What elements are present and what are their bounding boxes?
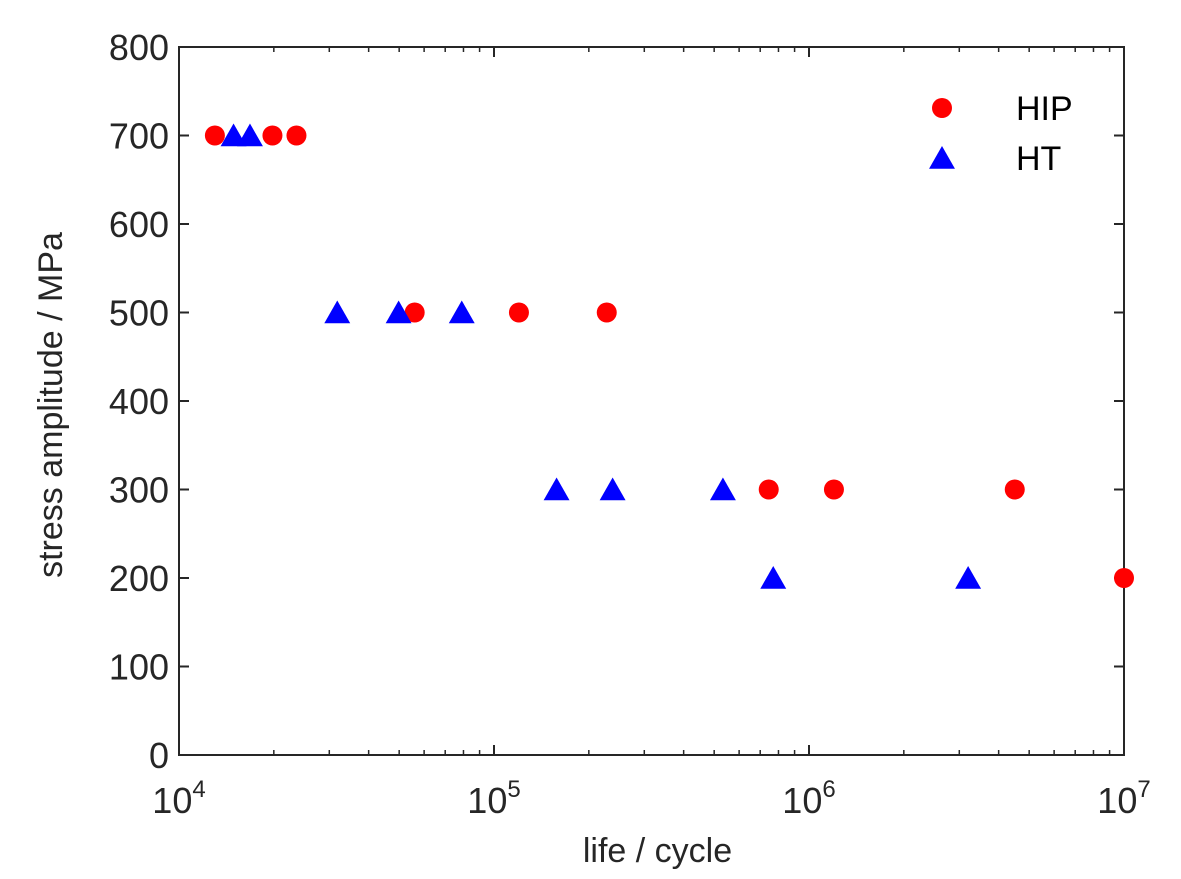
ht-data-point: [543, 477, 570, 501]
x-axis-title: life / cycle: [583, 832, 732, 870]
hip-data-point: [262, 125, 283, 146]
y-tick-label: 200: [109, 558, 169, 599]
hip-data-point: [286, 125, 307, 146]
x-axis: 104 105 106 107: [152, 47, 1151, 821]
x-tick-exponent: 4: [192, 776, 205, 803]
ht-data-point: [955, 566, 982, 589]
ht-data-point: [324, 300, 351, 324]
ht-legend-marker: [929, 146, 955, 169]
y-axis-title: stress amplitude / MPa: [32, 232, 70, 578]
ht-data-point: [237, 123, 263, 147]
hip-data-point: [823, 479, 844, 500]
x-tick-exponent: 5: [507, 776, 520, 803]
y-axis: 0 100 200 300 400 500 600 700 800: [109, 27, 1124, 776]
y-tick-label: 300: [109, 470, 169, 511]
y-tick-label: 700: [109, 116, 169, 157]
ht-data-point: [220, 123, 247, 147]
ht-data-point: [385, 300, 412, 324]
x-tick-label: 107: [1097, 776, 1150, 821]
y-tick-label: 600: [109, 204, 169, 245]
x-tick-label: 104: [152, 776, 205, 821]
hip-data-point: [1114, 568, 1134, 588]
hip-legend-label: HIP: [1016, 90, 1073, 128]
hip-legend-marker: [932, 98, 952, 118]
hip-data-point: [508, 302, 529, 323]
x-tick-label: 106: [782, 776, 835, 821]
plot-frame: [178, 46, 1125, 756]
ht-data-point: [709, 477, 736, 501]
y-tick-label: 0: [149, 735, 169, 776]
y-tick-label: 400: [109, 381, 169, 422]
x-tick-exponent: 6: [822, 776, 835, 803]
x-tick-exponent: 7: [1137, 776, 1150, 803]
ht-legend-label: HT: [1016, 140, 1061, 178]
ht-data-point: [760, 566, 787, 589]
hip-data-point: [596, 302, 617, 323]
hip-data-point: [1004, 479, 1025, 500]
data-points: [204, 123, 1134, 589]
ht-data-point: [448, 300, 475, 324]
legend: HIP HT: [929, 90, 1073, 178]
y-tick-label: 500: [109, 293, 169, 334]
y-tick-label: 100: [109, 647, 169, 688]
y-tick-label: 800: [109, 27, 169, 68]
ht-data-point: [599, 477, 626, 501]
x-tick-label: 105: [467, 776, 520, 821]
plot-area-border: [178, 46, 1125, 756]
hip-data-point: [204, 125, 225, 146]
hip-data-point: [758, 479, 779, 500]
hip-data-point: [404, 302, 425, 323]
